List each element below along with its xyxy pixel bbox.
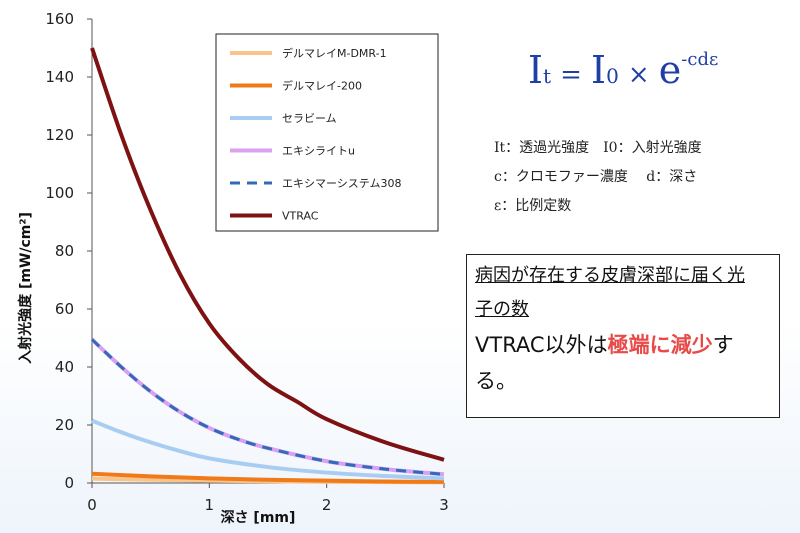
formula-I: I [528,48,544,92]
callout-text-end: す [712,333,734,357]
x-tick-label: 3 [439,496,449,514]
x-tick-label: 1 [205,496,215,514]
callout-highlight: 極端に減少 [607,333,713,357]
y-tick-label: 0 [64,474,74,492]
x-tick-label: 0 [87,496,97,514]
formula-exponent: -cdε [681,49,719,70]
x-tick-label: 2 [322,496,332,514]
y-tick-label: 60 [55,300,74,318]
note-intensity: It：透過光強度 I0：入射光強度 [494,140,702,156]
legend-label: VTRAC [282,210,319,223]
legend-label: セラビーム [282,112,337,125]
beer-lambert-formula: It = I0 × e-cdε [528,48,718,92]
series-line-3 [90,337,445,477]
formula-I0: I [591,48,607,92]
y-axis-label: 入射光強度 [mW/cm²] [17,212,34,364]
series-line-1 [91,471,445,484]
formula-zero: 0 [606,64,619,88]
callout-line-2: 子の数 [475,299,529,320]
line-chart: 0 20 40 60 80 100 120 140 160 0 1 2 3 デルマレイM-DMR-1 デル… [17,10,449,526]
callout-line-1: 病因が存在する皮膚深部に届く光 [475,265,745,286]
series-line-2 [91,418,445,481]
series-line-4 [90,338,445,476]
legend-label: デルマレイ-200 [282,79,362,93]
y-tick-label: 40 [55,358,74,376]
formula-equals: = [560,60,582,90]
callout-text: VTRAC以外は [475,333,608,357]
formula-t: t [543,64,552,88]
y-tick-label: 100 [45,184,74,202]
x-axis-label: 深さ [mm] [221,509,296,526]
series-line-5 [90,47,445,462]
legend-box [215,33,439,232]
y-tick-label: 80 [55,242,74,260]
callout-line-4: る。 [475,369,517,393]
formula-e: e [658,48,682,92]
callout-box: 病因が存在する皮膚深部に届く光 子の数 VTRAC以外は極端に減少す る。 [466,254,780,418]
formula-times: × [627,60,650,90]
callout-line-3: VTRAC以外は極端に減少す [475,327,771,363]
y-tick-label: 120 [45,126,74,144]
note-constant: ε：比例定数 [494,198,572,214]
y-tick-label: 160 [45,10,74,28]
legend-label: デルマレイM-DMR-1 [282,46,387,60]
legend-label: エキシライトu [282,145,355,158]
y-tick-label: 140 [45,68,74,86]
legend-label: エキシマーシステム308 [282,177,401,190]
note-concentration: c：クロモファー濃度 d：深さ [494,169,698,185]
y-tick-label: 20 [55,416,74,434]
